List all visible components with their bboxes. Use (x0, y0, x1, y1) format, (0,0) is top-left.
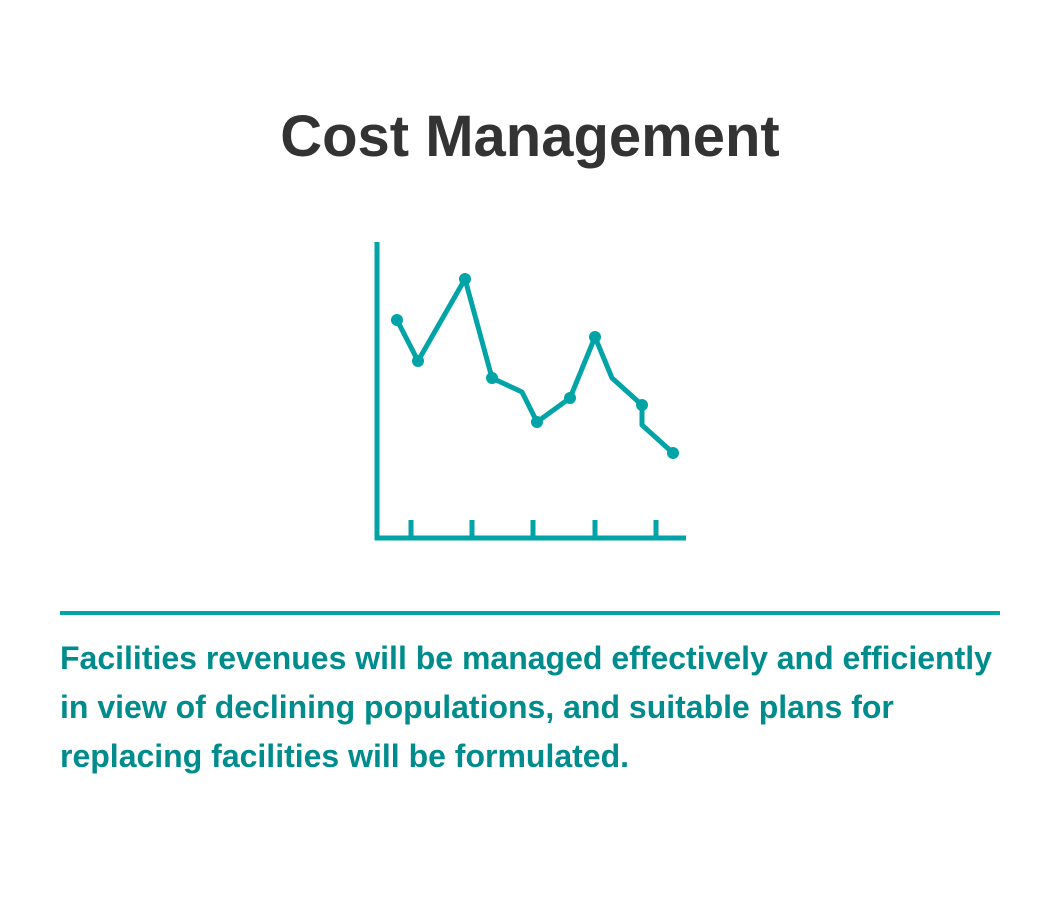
section-divider (60, 611, 1000, 615)
trend-point (564, 392, 576, 404)
trend-point (667, 447, 679, 459)
trend-point (391, 314, 403, 326)
trend-point (486, 372, 498, 384)
trend-point (589, 331, 601, 343)
description-text: Facilities revenues will be managed effe… (60, 640, 992, 774)
trend-point (636, 399, 648, 411)
trend-line (394, 276, 676, 456)
trend-point (531, 416, 543, 428)
page-title: Cost Management (280, 103, 780, 169)
trend-point (412, 355, 424, 367)
trend-point (459, 273, 471, 285)
chart-axes (374, 242, 686, 541)
